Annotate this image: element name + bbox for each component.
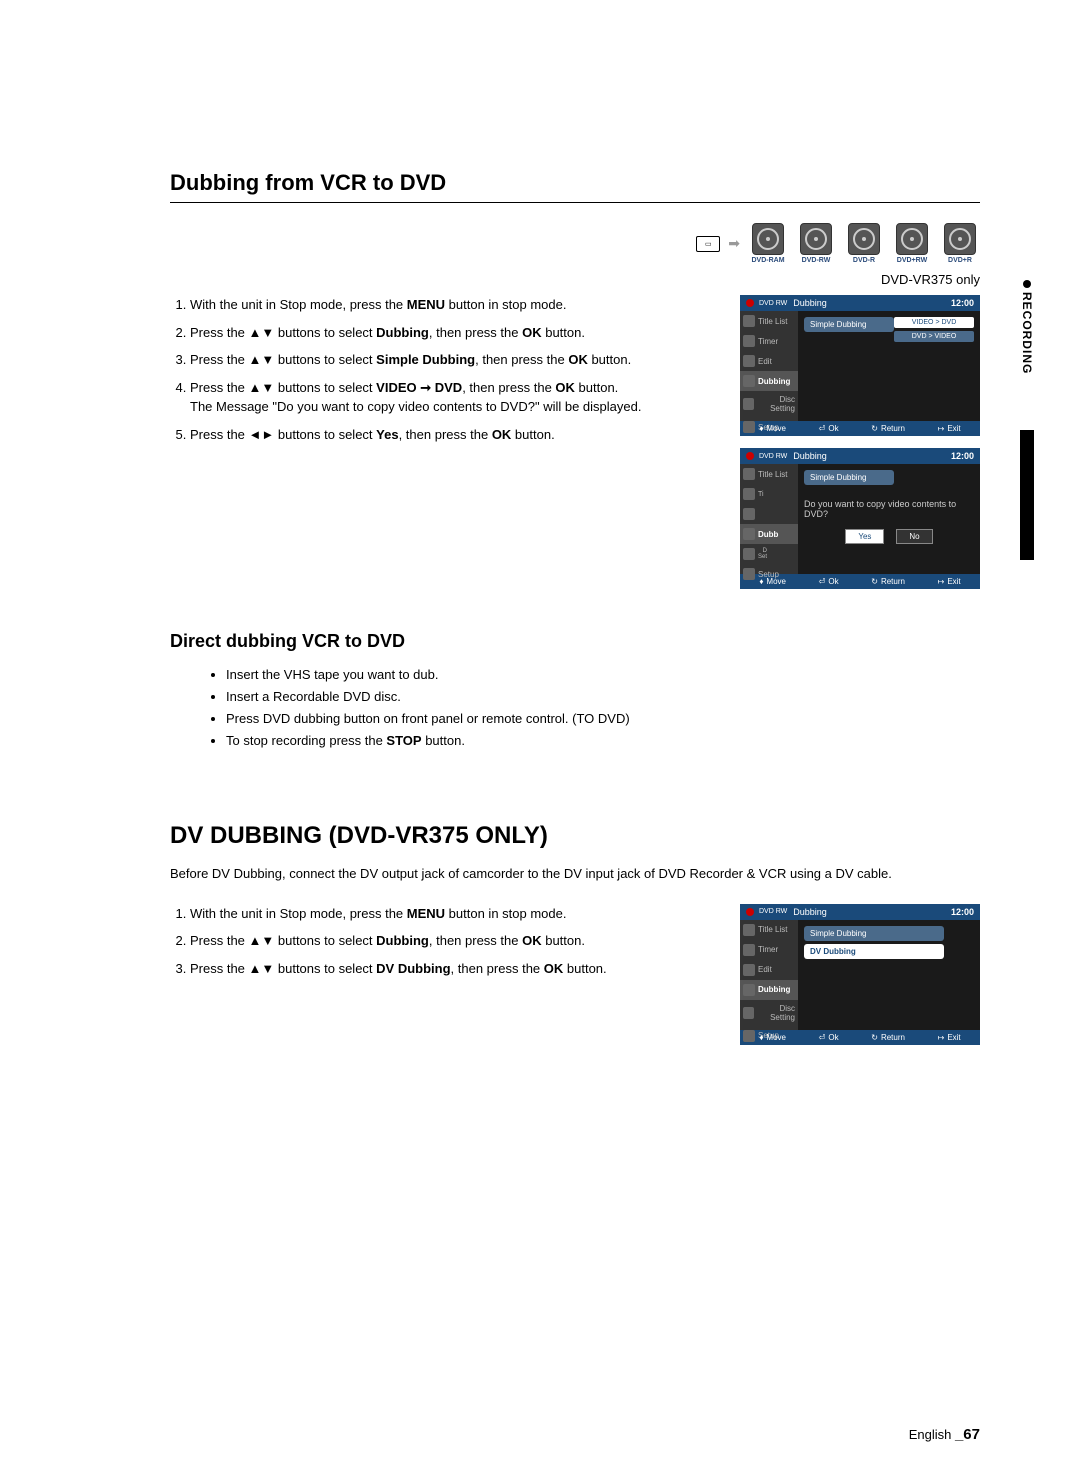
osd-option-simple-dub: Simple Dubbing	[804, 926, 944, 941]
osd-time: 12:00	[951, 298, 974, 308]
osd-modal-no: No	[896, 529, 932, 544]
osd-main: Simple Dubbing DV Dubbing	[798, 920, 980, 1030]
osd-option-video-to-dvd: VIDEO > DVD	[894, 317, 974, 328]
dvd-rw-label: DVD RW	[759, 908, 787, 915]
dvd-rw-label: DVD RW	[759, 300, 787, 307]
osd-screenshot-1: DVD RW Dubbing 12:00 Title List Timer Ed…	[740, 295, 980, 436]
step-1: With the unit in Stop mode, press the ME…	[190, 904, 720, 924]
osd-column-2: DVD RW Dubbing 12:00 Title List Timer Ed…	[740, 904, 980, 1057]
osd-side-disc-setting: Disc Setting	[740, 391, 798, 417]
osd-option-simple-dub: Simple Dubbing	[804, 470, 894, 485]
osd-main: Simple Dubbing VIDEO > DVD DVD > VIDEO	[798, 311, 980, 421]
bullet-1: Insert the VHS tape you want to dub.	[226, 664, 980, 686]
arrow-icon: ➡	[728, 235, 740, 252]
osd-footer: ♦ Move ⏎ Ok ↻ Return ↦ Exit	[740, 574, 980, 589]
record-icon	[746, 299, 754, 307]
osd-footer-return: ↻ Return	[871, 424, 905, 433]
osd-side-edit: Edit	[740, 960, 798, 980]
subsection-title: Direct dubbing VCR to DVD	[170, 631, 980, 652]
osd-modal-text: Do you want to copy video contents to DV…	[804, 499, 974, 519]
osd-screenshot-3: DVD RW Dubbing 12:00 Title List Timer Ed…	[740, 904, 980, 1045]
osd-side-dubbing: Dubbing	[740, 980, 798, 1000]
osd-side-dubbing: Dubbing	[740, 371, 798, 391]
step-2: Press the ▲▼ buttons to select Dubbing, …	[190, 931, 720, 951]
step-5: Press the ◄► buttons to select Yes, then…	[190, 425, 720, 445]
osd-footer-move: ♦ Move	[759, 577, 786, 586]
osd-side-edit	[740, 504, 798, 524]
osd-side-disc-setting: Disc Setting	[740, 1000, 798, 1026]
disc-dvd-ram: DVD-RAM	[748, 223, 788, 264]
osd-header-title: Dubbing	[793, 907, 827, 917]
osd-header-title: Dubbing	[793, 298, 827, 308]
side-tab: RECORDING	[1020, 280, 1034, 374]
osd-time: 12:00	[951, 451, 974, 461]
osd-screenshot-2: DVD RW Dubbing 12:00 Title List Ti Dubb …	[740, 448, 980, 589]
osd-footer-exit: ↦ Exit	[938, 1033, 961, 1042]
osd-footer-exit: ↦ Exit	[938, 577, 961, 586]
osd-sidebar: Title List Ti Dubb DSet Setup	[740, 464, 798, 574]
disc-format-row: ▭ ➡ DVD-RAM DVD-RW DVD-R DVD+RW DVD+R	[170, 223, 980, 264]
osd-option-dvd-to-video: DVD > VIDEO	[894, 331, 974, 342]
osd-side-timer: Ti	[740, 484, 798, 504]
osd-footer-return: ↻ Return	[871, 1033, 905, 1042]
dvd-rw-label: DVD RW	[759, 453, 787, 460]
osd-footer-ok: ⏎ Ok	[819, 1033, 839, 1042]
vhs-tape-icon: ▭	[696, 236, 720, 252]
osd-column: DVD RW Dubbing 12:00 Title List Timer Ed…	[740, 295, 980, 601]
osd-side-edit: Edit	[740, 351, 798, 371]
section-title: Dubbing from VCR to DVD	[170, 170, 980, 203]
osd-time: 12:00	[951, 907, 974, 917]
osd-footer-exit: ↦ Exit	[938, 424, 961, 433]
osd-footer-ok: ⏎ Ok	[819, 424, 839, 433]
osd-footer-move: ♦ Move	[759, 424, 786, 433]
model-note: DVD-VR375 only	[170, 272, 980, 287]
disc-dvd-plus-rw: DVD+RW	[892, 223, 932, 264]
osd-option-simple-dub: Simple Dubbing	[804, 317, 894, 332]
osd-sidebar: Title List Timer Edit Dubbing Disc Setti…	[740, 920, 798, 1030]
page-number: English _67	[909, 1426, 980, 1443]
osd-footer-ok: ⏎ Ok	[819, 577, 839, 586]
bullet-icon	[1023, 280, 1031, 288]
step-4: Press the ▲▼ buttons to select VIDEO ➞ D…	[190, 378, 720, 417]
steps-list-2: With the unit in Stop mode, press the ME…	[170, 904, 720, 1057]
bullet-4: To stop recording press the STOP button.	[226, 730, 980, 752]
bullet-3: Press DVD dubbing button on front panel …	[226, 708, 980, 730]
bullet-list: Insert the VHS tape you want to dub. Ins…	[170, 664, 980, 752]
osd-option-dv-dub: DV Dubbing	[804, 944, 944, 959]
osd-footer-move: ♦ Move	[759, 1033, 786, 1042]
record-icon	[746, 452, 754, 460]
osd-modal-yes: Yes	[845, 529, 884, 544]
osd-footer-return: ↻ Return	[871, 577, 905, 586]
osd-main: Simple Dubbing Do you want to copy video…	[798, 464, 980, 574]
osd-side-title-list: Title List	[740, 464, 798, 484]
record-icon	[746, 908, 754, 916]
step-2: Press the ▲▼ buttons to select Dubbing, …	[190, 323, 720, 343]
step-1: With the unit in Stop mode, press the ME…	[190, 295, 720, 315]
osd-side-timer: Timer	[740, 940, 798, 960]
step-3: Press the ▲▼ buttons to select DV Dubbin…	[190, 959, 720, 979]
disc-dvd-rw: DVD-RW	[796, 223, 836, 264]
major-section-title: DV DUBBING (DVD-VR375 ONLY)	[170, 822, 980, 850]
osd-side-title-list: Title List	[740, 920, 798, 940]
steps-list-1: With the unit in Stop mode, press the ME…	[170, 295, 720, 601]
disc-dvd-plus-r: DVD+R	[940, 223, 980, 264]
side-tab-bar	[1020, 430, 1034, 560]
bullet-2: Insert a Recordable DVD disc.	[226, 686, 980, 708]
osd-side-timer: Timer	[740, 331, 798, 351]
disc-dvd-r: DVD-R	[844, 223, 884, 264]
osd-side-dubbing: Dubb	[740, 524, 798, 544]
osd-header-title: Dubbing	[793, 451, 827, 461]
intro-text: Before DV Dubbing, connect the DV output…	[170, 864, 980, 884]
osd-sidebar: Title List Timer Edit Dubbing Disc Setti…	[740, 311, 798, 421]
osd-side-disc-setting: DSet	[740, 544, 798, 564]
osd-side-title-list: Title List	[740, 311, 798, 331]
step-3: Press the ▲▼ buttons to select Simple Du…	[190, 350, 720, 370]
